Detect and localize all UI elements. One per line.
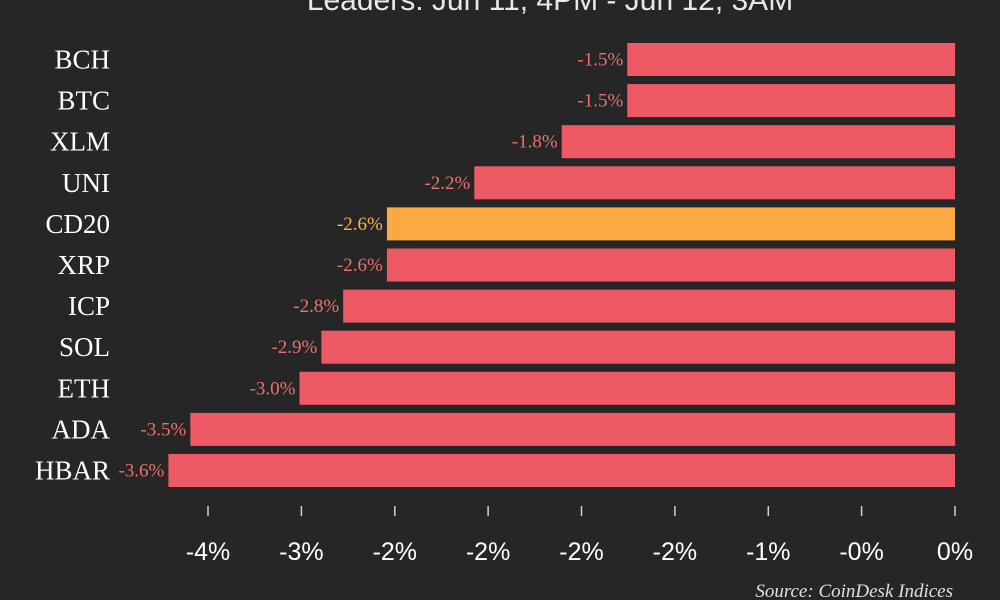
bar-hbar: [168, 454, 955, 487]
bar-uni: [474, 166, 955, 200]
x-tick-label: 0%: [937, 538, 973, 566]
category-label-sol: SOL: [59, 332, 110, 362]
category-label-ada: ADA: [52, 414, 111, 444]
category-label-eth: ETH: [58, 373, 110, 403]
value-label-btc: -1.5%: [577, 91, 623, 112]
bar-xrp: [386, 248, 955, 282]
x-tick-label: -2%: [373, 538, 417, 566]
category-label-uni: UNI: [62, 168, 110, 198]
category-label-bch: BCH: [54, 45, 110, 75]
value-label-eth: -3.0%: [250, 378, 296, 399]
x-tick-label: -2%: [653, 538, 697, 566]
value-label-hbar: -3.6%: [118, 461, 164, 482]
source-note: Source: CoinDesk Indices: [755, 581, 953, 600]
bar-bch: [627, 43, 956, 76]
value-label-sol: -2.9%: [271, 337, 317, 358]
x-axis-ticks: -4% -3% -2% -2% -2% -2% -1% -0% 0%: [186, 506, 973, 566]
x-tick-label: -2%: [466, 538, 510, 566]
value-label-bch: -1.5%: [577, 50, 623, 71]
bars-group: BCH -1.5% BTC -1.5% XLM -1.8% UNI -2.2% CD20 -2.6…: [35, 43, 956, 487]
category-label-icp: ICP: [68, 291, 110, 321]
value-label-xrp: -2.6%: [337, 255, 383, 276]
bar-xlm: [561, 125, 955, 159]
category-label-xrp: XRP: [57, 250, 110, 280]
x-tick-label: -2%: [559, 538, 603, 566]
bar-sol: [321, 330, 955, 364]
category-label-hbar: HBAR: [35, 456, 110, 486]
x-tick-label: -1%: [746, 538, 790, 566]
bar-cd20: [386, 207, 955, 241]
x-tick-label: -4%: [186, 538, 230, 566]
value-label-icp: -2.8%: [293, 296, 339, 317]
value-label-xlm: -1.8%: [512, 132, 558, 153]
x-tick-label: -3%: [279, 538, 323, 566]
bar-btc: [627, 84, 956, 118]
value-label-ada: -3.5%: [140, 419, 186, 440]
bar-icp: [343, 289, 955, 323]
bar-eth: [299, 371, 955, 405]
chart-title: Leaders: Jun 11, 4PM - Jun 12, 3AM: [307, 0, 793, 17]
x-tick-label: -0%: [839, 538, 883, 566]
category-label-xlm: XLM: [50, 127, 110, 157]
value-label-cd20: -2.6%: [337, 214, 383, 235]
bar-ada: [190, 412, 956, 446]
category-label-btc: BTC: [57, 86, 110, 116]
value-label-uni: -2.2%: [424, 173, 470, 194]
category-label-cd20: CD20: [45, 209, 110, 239]
